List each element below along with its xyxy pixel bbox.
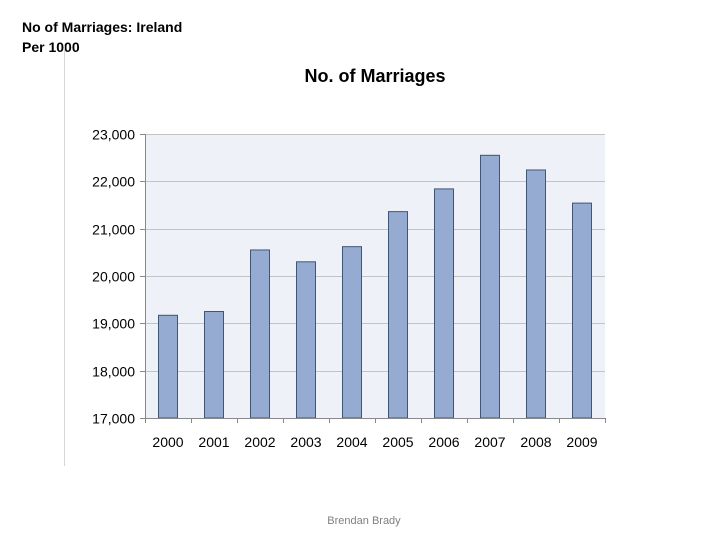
bar bbox=[158, 314, 178, 419]
x-tick-label: 2009 bbox=[566, 434, 597, 450]
slide-heading-line-1: No of Marriages: Ireland bbox=[22, 19, 183, 35]
y-tick-label: 19,000 bbox=[92, 316, 135, 332]
slide-heading: No of Marriages: Ireland Per 1000 bbox=[22, 17, 182, 57]
y-tick-label: 17,000 bbox=[92, 411, 135, 427]
bar bbox=[296, 261, 316, 419]
bar bbox=[434, 188, 454, 419]
bar bbox=[526, 169, 546, 419]
slide-heading-line-2: Per 1000 bbox=[22, 39, 80, 55]
bar bbox=[572, 202, 592, 419]
x-tick-label: 2004 bbox=[336, 434, 367, 450]
x-tick-label: 2007 bbox=[474, 434, 505, 450]
y-tick-label: 22,000 bbox=[92, 174, 135, 190]
x-tick-label: 2000 bbox=[152, 434, 183, 450]
left-divider bbox=[64, 46, 65, 466]
x-tick-label: 2008 bbox=[520, 434, 551, 450]
footer-author: Brendan Brady bbox=[327, 515, 401, 527]
bar bbox=[388, 211, 408, 419]
y-tick-label: 21,000 bbox=[92, 222, 135, 238]
x-tick-label: 2006 bbox=[428, 434, 459, 450]
x-tick-label: 2005 bbox=[382, 434, 413, 450]
bar bbox=[250, 249, 270, 419]
y-tick-label: 18,000 bbox=[92, 364, 135, 380]
y-tick-label: 23,000 bbox=[92, 127, 135, 143]
bar bbox=[342, 246, 362, 419]
x-tick-label: 2003 bbox=[290, 434, 321, 450]
x-tick-label: 2002 bbox=[244, 434, 275, 450]
x-tick-label: 2001 bbox=[198, 434, 229, 450]
bar bbox=[204, 311, 224, 419]
bar bbox=[480, 154, 500, 419]
y-tick-label: 20,000 bbox=[92, 269, 135, 285]
chart-title: No. of Marriages bbox=[304, 66, 446, 86]
